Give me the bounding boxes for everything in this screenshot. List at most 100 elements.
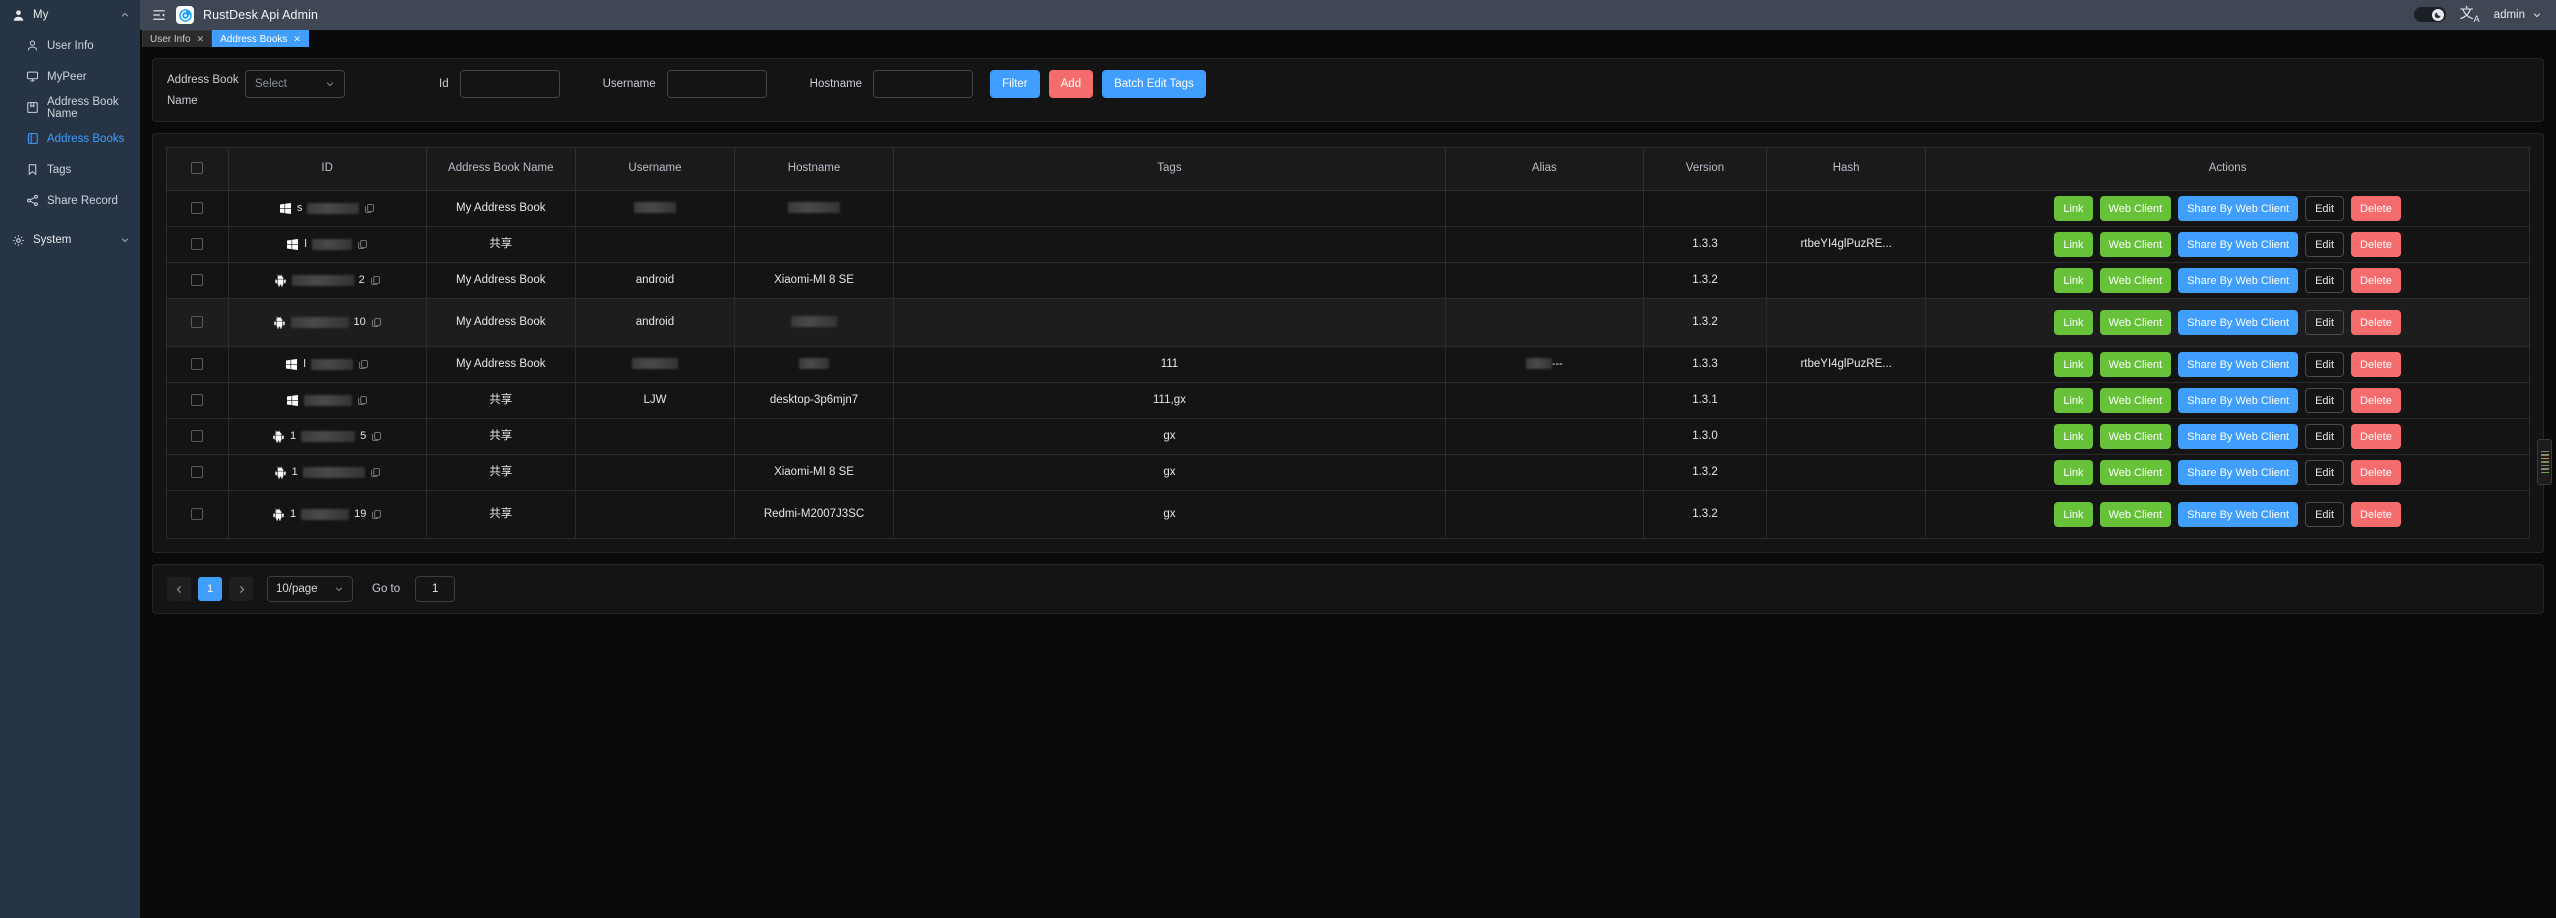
translate-icon[interactable]: 文A: [2459, 5, 2480, 24]
table-row[interactable]: s My Address Book Link Web Client Share …: [166, 190, 2530, 227]
menu-fold-icon[interactable]: [152, 8, 166, 22]
copy-icon[interactable]: [371, 431, 382, 442]
hostname-input[interactable]: [873, 70, 974, 98]
share-by-web-client-button[interactable]: Share By Web Client: [2178, 268, 2299, 293]
row-checkbox[interactable]: [191, 507, 204, 520]
link-button[interactable]: Link: [2054, 310, 2093, 335]
copy-icon[interactable]: [371, 509, 382, 520]
sidebar-group-system[interactable]: System: [0, 225, 140, 255]
copy-icon[interactable]: [357, 395, 368, 406]
share-by-web-client-button[interactable]: Share By Web Client: [2178, 232, 2299, 257]
table-row[interactable]: l 共享 1.3.3 rtbeYI4glPuzRE... Link Web Cl…: [166, 226, 2530, 263]
edit-button[interactable]: Edit: [2305, 232, 2345, 257]
page-number-button[interactable]: 1: [198, 577, 222, 601]
sidebar-item-address-books[interactable]: Address Books: [0, 123, 140, 154]
edit-button[interactable]: Edit: [2305, 424, 2345, 449]
link-button[interactable]: Link: [2054, 424, 2093, 449]
edit-button[interactable]: Edit: [2305, 502, 2345, 527]
add-button[interactable]: Add: [1048, 70, 1094, 98]
row-checkbox[interactable]: [191, 465, 204, 478]
delete-button[interactable]: Delete: [2351, 196, 2401, 221]
next-page-button[interactable]: [229, 577, 253, 601]
web-client-button[interactable]: Web Client: [2099, 352, 2172, 377]
copy-icon[interactable]: [358, 359, 369, 370]
delete-button[interactable]: Delete: [2351, 388, 2401, 413]
share-by-web-client-button[interactable]: Share By Web Client: [2178, 352, 2299, 377]
sidebar-item-tags[interactable]: Tags: [0, 154, 140, 185]
edit-button[interactable]: Edit: [2305, 352, 2345, 377]
web-client-button[interactable]: Web Client: [2099, 310, 2172, 335]
filter-button[interactable]: Filter: [990, 70, 1040, 98]
row-checkbox[interactable]: [191, 315, 204, 328]
share-by-web-client-button[interactable]: Share By Web Client: [2178, 424, 2299, 449]
web-client-button[interactable]: Web Client: [2099, 388, 2172, 413]
edit-button[interactable]: Edit: [2305, 268, 2345, 293]
address-book-select[interactable]: Select: [245, 70, 345, 98]
tab-user-info[interactable]: User Info ✕: [142, 30, 213, 47]
copy-icon[interactable]: [357, 239, 368, 250]
delete-button[interactable]: Delete: [2351, 268, 2401, 293]
link-button[interactable]: Link: [2054, 352, 2093, 377]
sidebar-group-my[interactable]: My: [0, 0, 140, 30]
delete-button[interactable]: Delete: [2351, 424, 2401, 449]
share-by-web-client-button[interactable]: Share By Web Client: [2178, 388, 2299, 413]
prev-page-button[interactable]: [167, 577, 191, 601]
theme-toggle[interactable]: [2413, 7, 2446, 23]
username-input[interactable]: [666, 70, 767, 98]
delete-button[interactable]: Delete: [2351, 232, 2401, 257]
sidebar-item-mypeer[interactable]: MyPeer: [0, 61, 140, 92]
web-client-button[interactable]: Web Client: [2099, 268, 2172, 293]
share-by-web-client-button[interactable]: Share By Web Client: [2178, 310, 2299, 335]
id-input[interactable]: [459, 70, 560, 98]
floating-status-widget[interactable]: [2537, 439, 2552, 485]
link-button[interactable]: Link: [2054, 388, 2093, 413]
table-row[interactable]: 共享 LJW desktop-3p6mjn7 111,gx 1.3.1 Link…: [166, 382, 2530, 419]
web-client-button[interactable]: Web Client: [2099, 424, 2172, 449]
copy-icon[interactable]: [370, 467, 381, 478]
edit-button[interactable]: Edit: [2305, 388, 2345, 413]
share-by-web-client-button[interactable]: Share By Web Client: [2178, 460, 2299, 485]
select-all-checkbox[interactable]: [191, 162, 204, 175]
edit-button[interactable]: Edit: [2305, 310, 2345, 335]
row-checkbox[interactable]: [191, 393, 204, 406]
link-button[interactable]: Link: [2054, 460, 2093, 485]
web-client-button[interactable]: Web Client: [2099, 502, 2172, 527]
share-by-web-client-button[interactable]: Share By Web Client: [2178, 502, 2299, 527]
table-row[interactable]: 1 19 共享 Redmi-M2007J3SC gx 1.3.2 Link Web…: [166, 490, 2530, 539]
goto-input[interactable]: [415, 576, 456, 602]
copy-icon[interactable]: [371, 317, 382, 328]
table-row[interactable]: 2 My Address Book android Xiaomi-MI 8 SE…: [166, 262, 2530, 299]
link-button[interactable]: Link: [2054, 232, 2093, 257]
delete-button[interactable]: Delete: [2351, 502, 2401, 527]
table-row[interactable]: 1 共享 Xiaomi-MI 8 SE gx 1.3.2 Link Web Cl…: [166, 454, 2530, 491]
copy-icon[interactable]: [364, 203, 375, 214]
row-checkbox[interactable]: [191, 237, 204, 250]
table-row[interactable]: l My Address Book 111 --- 1.3.3 rtbeYI4g…: [166, 346, 2530, 383]
link-button[interactable]: Link: [2054, 196, 2093, 221]
close-icon[interactable]: ✕: [293, 33, 301, 44]
sidebar-item-address-book-name[interactable]: Address Book Name: [0, 92, 140, 123]
tab-address-books[interactable]: Address Books ✕: [212, 30, 309, 47]
page-size-select[interactable]: 10/page: [267, 576, 353, 602]
close-icon[interactable]: ✕: [196, 33, 205, 44]
delete-button[interactable]: Delete: [2351, 352, 2401, 377]
user-menu[interactable]: admin: [2494, 9, 2542, 21]
delete-button[interactable]: Delete: [2351, 310, 2401, 335]
row-checkbox[interactable]: [191, 357, 204, 370]
edit-button[interactable]: Edit: [2305, 196, 2345, 221]
batch-edit-tags-button[interactable]: Batch Edit Tags: [1102, 70, 1206, 98]
web-client-button[interactable]: Web Client: [2099, 460, 2172, 485]
copy-icon[interactable]: [370, 275, 381, 286]
table-row[interactable]: 10 My Address Book android 1.3.2 Link We…: [166, 298, 2530, 347]
row-checkbox[interactable]: [191, 201, 204, 214]
link-button[interactable]: Link: [2054, 268, 2093, 293]
edit-button[interactable]: Edit: [2305, 460, 2345, 485]
web-client-button[interactable]: Web Client: [2099, 196, 2172, 221]
link-button[interactable]: Link: [2054, 502, 2093, 527]
web-client-button[interactable]: Web Client: [2099, 232, 2172, 257]
row-checkbox[interactable]: [191, 273, 204, 286]
sidebar-item-user-info[interactable]: User Info: [0, 30, 140, 61]
delete-button[interactable]: Delete: [2351, 460, 2401, 485]
share-by-web-client-button[interactable]: Share By Web Client: [2178, 196, 2299, 221]
